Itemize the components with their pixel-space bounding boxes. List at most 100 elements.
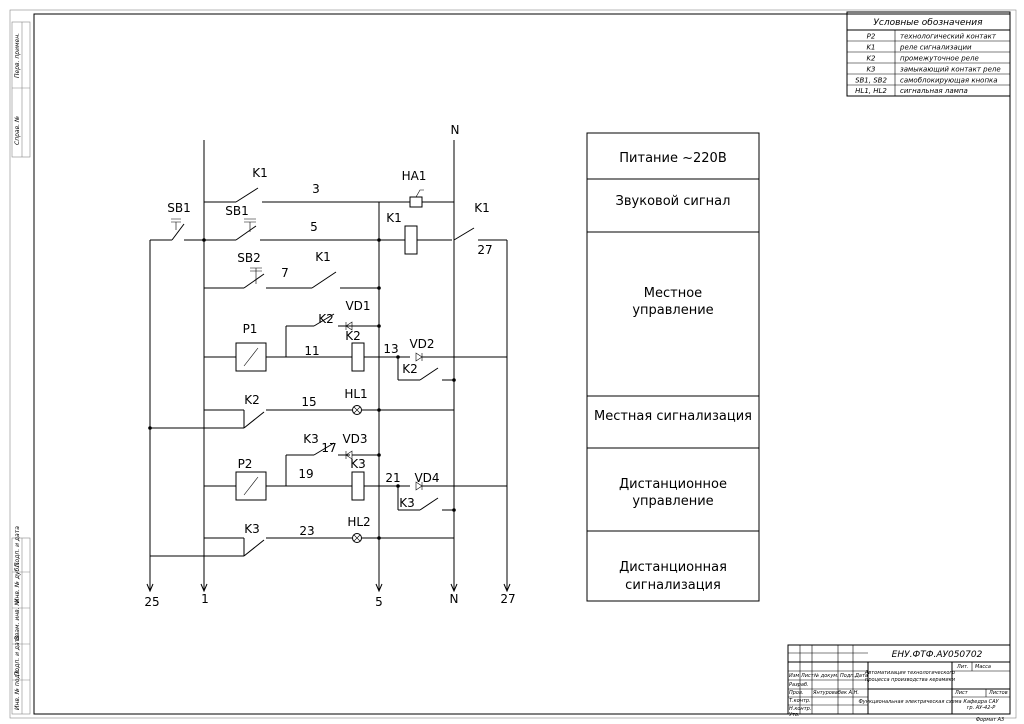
wire-label: 19 [298, 467, 313, 481]
legend-table: Условные обозначения P2 технологический … [846, 11, 1011, 97]
bus-label: 1 [201, 592, 209, 606]
function-line: Питание ~220В [619, 151, 726, 166]
outer-frame [9, 9, 1017, 719]
role-label: Т.контр. [789, 698, 811, 704]
k1-contact-label: K1 [315, 250, 331, 264]
text-line: Автоматизация технологического [864, 670, 955, 676]
mass-label: Масса [975, 664, 991, 670]
wire-label: 23 [299, 524, 314, 538]
sheet-label: Лист [954, 690, 969, 696]
legend-code: HL1, HL2 [855, 87, 887, 95]
bus-label: 5 [375, 595, 383, 609]
doc-code: ЕНУ.ФТФ.АУ050702 [892, 650, 983, 660]
col-header: № докум. [813, 673, 839, 679]
lit-label: Лит. [956, 664, 969, 670]
schematic: N 25 1 5 N 27 K1 3 HA1 SB1 SB1 5 K1 K1 [144, 123, 515, 609]
p2-label: P2 [238, 457, 253, 471]
text-line: Кафедра САУ [963, 699, 999, 705]
developer-name: Янтуровабек А.Н. [812, 690, 859, 696]
k2-contact-label: K2 [318, 312, 334, 326]
text-line: управление [632, 494, 713, 509]
legend-desc: самоблокирующая кнопка [900, 77, 998, 85]
k3-coil-symbol [351, 471, 365, 501]
k3-contact-label: K3 [244, 522, 260, 536]
text-line: процесса производства керамики [865, 677, 956, 683]
wire-label: 11 [304, 344, 319, 358]
format-label: Формат А3 [976, 717, 1004, 723]
bus-label: N [450, 592, 459, 606]
side-stamp: Перв. примен. Справ. № Подп. и дата Инв.… [11, 21, 31, 715]
text-line: сигнализация [625, 578, 721, 593]
bus-arrow [375, 583, 383, 593]
wire-label: 27 [477, 243, 492, 257]
role-label: Утв. [789, 712, 800, 718]
col-header: Подп. [840, 673, 855, 679]
wire-label: 15 [301, 395, 316, 409]
text-line: Местное [644, 286, 702, 301]
wire-label: 17 [321, 441, 336, 455]
title-block: ЕНУ.ФТФ.АУ050702 Изм Лист № докум. Подп.… [787, 644, 1011, 723]
vd2-label: VD2 [409, 337, 434, 351]
wire-label: 21 [385, 471, 400, 485]
k2-coil-label: K2 [345, 329, 361, 343]
ha1-label: HA1 [402, 169, 427, 183]
k3-contact-label: K3 [303, 432, 319, 446]
ha1-symbol [409, 196, 423, 208]
legend-desc: замыкающий контакт реле [900, 66, 1001, 74]
text-line: Дистанционное [619, 477, 727, 492]
sb1-label: SB1 [225, 204, 248, 218]
side-label: Взам. инв. № [14, 599, 21, 640]
text-line: управление [632, 303, 713, 318]
bus-label-n-top: N [451, 123, 460, 137]
side-label: Инв. № дубл. [14, 562, 21, 603]
p1-label: P1 [243, 322, 258, 336]
k1-coil-label: K1 [386, 211, 402, 225]
legend-desc: реле сигнализации [899, 44, 972, 52]
side-label: Подп. и дата [14, 526, 21, 567]
legend-title: Условные обозначения [873, 18, 983, 28]
function-line: Местная сигнализация [594, 409, 752, 424]
wire-label: 3 [312, 182, 320, 196]
function-cell: Местная сигнализация [594, 409, 752, 424]
function-line: Звуковой сигнал [616, 194, 731, 209]
legend-code: K2 [866, 55, 876, 63]
hl1-label: HL1 [344, 387, 367, 401]
function-cell: Дистанционное управление [619, 477, 727, 509]
org-name: Кафедра САУ гр. АУ-42-Р [963, 699, 999, 711]
k1-contact-label: K1 [252, 166, 268, 180]
text-line: Дистанционная [619, 560, 727, 575]
bus-label: 25 [144, 595, 159, 609]
project-title: Автоматизация технологического процесса п… [864, 670, 956, 683]
k3-contact-label: K3 [399, 496, 415, 510]
legend-desc: технологический контакт [900, 33, 997, 41]
side-label: Инв. № подл. [14, 669, 21, 710]
function-table: Питание ~220В Звуковой сигнал Местное упр… [586, 132, 760, 602]
legend-code: K3 [866, 66, 875, 74]
bus-label: 27 [500, 592, 515, 606]
k1-coil-symbol [404, 225, 418, 255]
vd4-label: VD4 [414, 471, 439, 485]
vd1-label: VD1 [345, 299, 370, 313]
function-cell: Дистанционная сигнализация [619, 560, 727, 593]
legend-code: P2 [867, 33, 876, 41]
function-cell: Звуковой сигнал [616, 194, 731, 209]
sheets-label: Листов [988, 690, 1008, 696]
bus-arrow [146, 583, 154, 593]
hl2-label: HL2 [347, 515, 370, 529]
k2-contact-label: K2 [402, 362, 418, 376]
role-label: Н.контр. [789, 706, 811, 712]
role-label: Разраб. [789, 682, 809, 688]
wire-label: 5 [310, 220, 318, 234]
wire-label: 7 [281, 266, 289, 280]
inner-frame [33, 13, 1011, 715]
k2-contact-label: K2 [244, 393, 260, 407]
k3-coil-label: K3 [350, 457, 366, 471]
bus-arrow [503, 583, 511, 593]
sb2-label: SB2 [237, 251, 260, 265]
bus-arrow [200, 583, 208, 593]
sheet-name: Функциональная электрическая схема [858, 699, 961, 705]
col-header: Дата [854, 673, 868, 679]
role-label: Пров. [789, 690, 804, 696]
sb1-label: SB1 [167, 201, 190, 215]
